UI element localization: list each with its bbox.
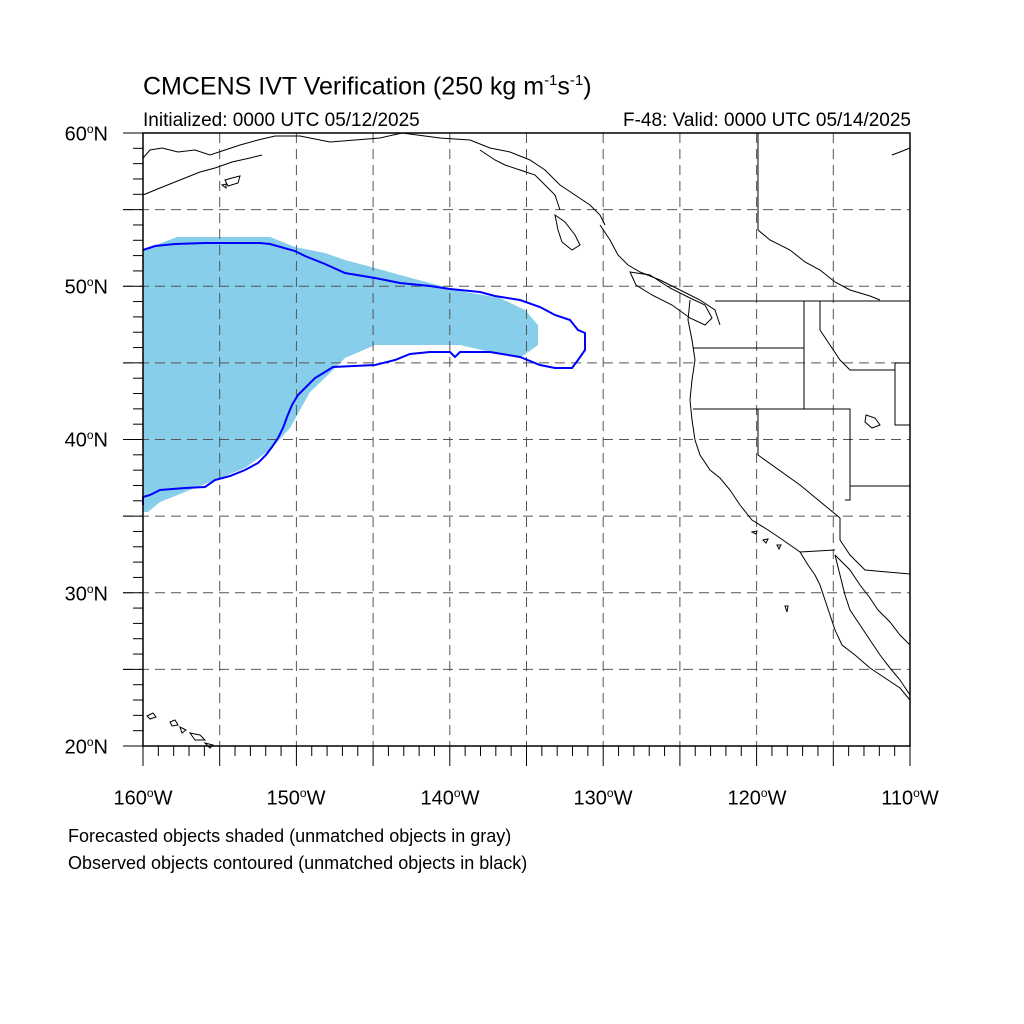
lon-label-150w: 150oW [266, 786, 326, 810]
forecast-object-shaded [143, 237, 538, 512]
lon-label-140w: 140oW [420, 786, 480, 810]
init-time-label: Initialized: 0000 UTC 05/12/2025 [143, 110, 420, 131]
lon-label-130w: 130oW [573, 786, 633, 810]
axis-ticks [123, 132, 911, 766]
lat-label-50n: 50oN [64, 275, 108, 299]
forecast-note: Forecasted objects shaded (unmatched obj… [68, 826, 512, 846]
observed-object-contour [142, 242, 586, 505]
lon-label-120w: 120oW [727, 786, 787, 810]
lat-label-60n: 60oN [64, 122, 108, 146]
graticule [123, 133, 910, 746]
lat-label-40n: 40oN [64, 428, 108, 452]
valid-time-label: F-48: Valid: 0000 UTC 05/14/2025 [623, 110, 911, 131]
map-title: CMCENS IVT Verification (250 kg m-1s-1) [143, 72, 592, 101]
coastlines [142, 132, 911, 749]
lat-label-20n: 20oN [64, 735, 108, 759]
observed-note: Observed objects contoured (unmatched ob… [68, 853, 528, 873]
lat-label-30n: 30oN [64, 582, 108, 606]
lon-label-110w: 110oW [881, 786, 939, 810]
lon-label-160w: 160oW [113, 786, 173, 810]
political-borders [693, 133, 911, 575]
